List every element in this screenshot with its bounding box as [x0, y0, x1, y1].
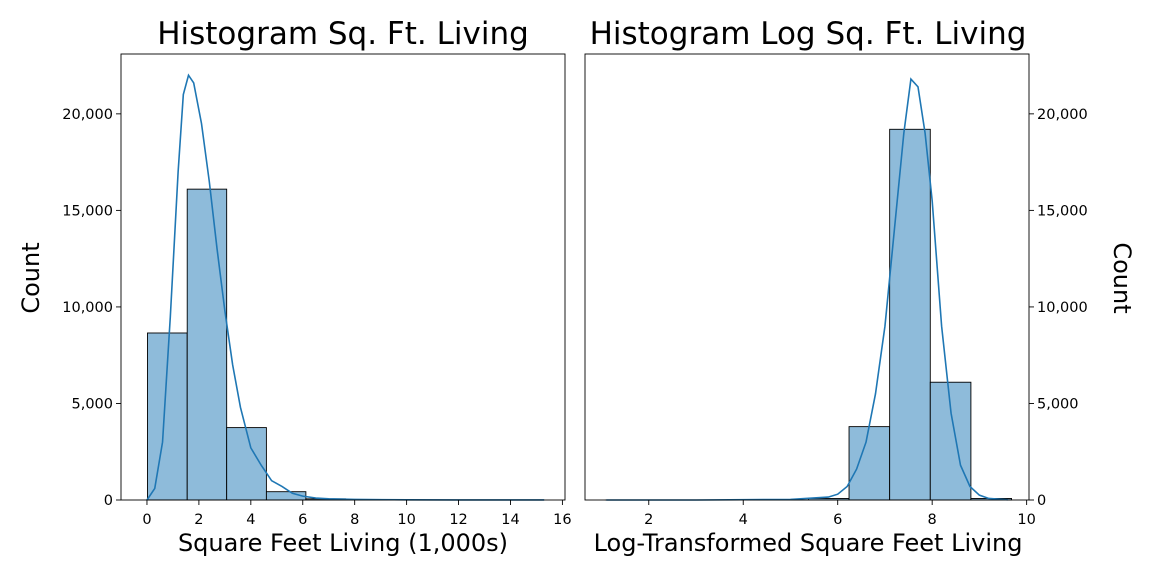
y-tick-label: 10,000 [62, 300, 113, 316]
y-tick-label: 0 [1037, 493, 1046, 509]
histogram-bar [186, 188, 228, 501]
x-axis-ticks: 2 4 6 8 10 [644, 500, 1036, 528]
histogram-bar [929, 381, 972, 501]
x-tick-label: 2 [194, 512, 203, 528]
kde-curve [146, 73, 545, 501]
x-tick-label: 10 [1017, 512, 1035, 528]
plot-frame [584, 53, 1030, 501]
x-tick-label: 14 [501, 512, 519, 528]
x-tick-label: 8 [350, 512, 359, 528]
x-tick-label: 6 [833, 512, 842, 528]
x-axis-ticks: 0 2 4 6 8 10 12 14 16 [142, 500, 572, 528]
y-axis-label: Count [17, 242, 45, 313]
x-tick-label: 12 [449, 512, 467, 528]
y-tick-label: 0 [104, 493, 113, 509]
plot-frame [120, 53, 566, 501]
x-tick-label: 16 [553, 512, 571, 528]
chart-histogram-sqft: Histogram Sq. Ft. Living Square Feet Liv… [17, 16, 572, 557]
kde-curve [606, 77, 1008, 501]
x-tick-label: 8 [928, 512, 937, 528]
x-tick-label: 10 [397, 512, 415, 528]
bars [147, 188, 544, 501]
y-axis-label: Count [1108, 242, 1136, 313]
y-axis-ticks: 0 5,000 10,000 15,000 20,000 [62, 107, 121, 509]
histogram-bar [848, 426, 891, 501]
x-axis-label: Square Feet Living (1,000s) [178, 529, 508, 557]
x-tick-label: 0 [142, 512, 151, 528]
x-tick-label: 4 [246, 512, 255, 528]
x-axis-label: Log-Transformed Square Feet Living [594, 529, 1023, 557]
y-tick-label: 10,000 [1037, 300, 1088, 316]
y-tick-label: 5,000 [1037, 396, 1079, 412]
y-tick-label: 15,000 [1037, 203, 1088, 219]
y-axis-ticks: 0 5,000 10,000 15,000 20,000 [1029, 107, 1088, 509]
x-tick-label: 4 [739, 512, 748, 528]
y-tick-label: 15,000 [62, 203, 113, 219]
bars [604, 128, 1012, 501]
chart-title: Histogram Sq. Ft. Living [157, 16, 529, 52]
y-tick-label: 20,000 [62, 107, 113, 123]
chart-title: Histogram Log Sq. Ft. Living [590, 16, 1027, 52]
x-tick-label: 6 [298, 512, 307, 528]
y-tick-label: 20,000 [1037, 107, 1088, 123]
y-tick-label: 5,000 [71, 396, 113, 412]
chart-histogram-log-sqft: Histogram Log Sq. Ft. Living Log-Transfo… [584, 16, 1136, 557]
histogram-bar [889, 128, 931, 501]
x-tick-label: 2 [644, 512, 653, 528]
